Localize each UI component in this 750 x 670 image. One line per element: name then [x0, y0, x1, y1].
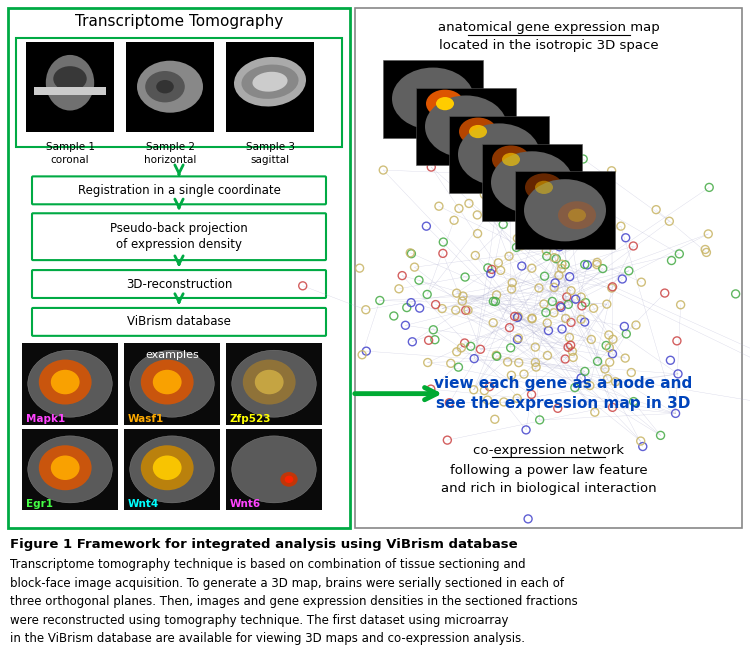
- Ellipse shape: [153, 370, 182, 395]
- Ellipse shape: [39, 360, 92, 405]
- Ellipse shape: [46, 55, 94, 111]
- Ellipse shape: [232, 350, 316, 417]
- Bar: [26, 42, 114, 131]
- FancyBboxPatch shape: [32, 213, 326, 260]
- Text: view each gene as a node and: view each gene as a node and: [434, 376, 693, 391]
- Ellipse shape: [535, 181, 553, 194]
- FancyBboxPatch shape: [32, 308, 326, 336]
- Ellipse shape: [28, 436, 112, 503]
- Ellipse shape: [502, 153, 520, 166]
- Ellipse shape: [392, 68, 474, 130]
- Ellipse shape: [459, 117, 497, 145]
- Ellipse shape: [425, 95, 507, 157]
- Ellipse shape: [491, 151, 573, 214]
- Bar: [355, 8, 742, 528]
- Ellipse shape: [280, 472, 298, 486]
- Bar: [16, 38, 342, 147]
- Text: Zfp523: Zfp523: [230, 413, 272, 423]
- Text: see the expression map in 3D: see the expression map in 3D: [436, 396, 691, 411]
- Text: Wnt6: Wnt6: [230, 499, 261, 509]
- Text: 3D-reconstruction: 3D-reconstruction: [126, 277, 232, 291]
- Bar: [34, 86, 106, 94]
- Text: Sample 3
sagittal: Sample 3 sagittal: [245, 142, 295, 165]
- Bar: [416, 88, 516, 165]
- Bar: [226, 343, 322, 425]
- Ellipse shape: [458, 123, 540, 186]
- Text: co-expression network: co-expression network: [473, 444, 624, 457]
- Ellipse shape: [558, 201, 596, 229]
- Ellipse shape: [426, 90, 464, 118]
- Ellipse shape: [285, 476, 293, 483]
- Ellipse shape: [469, 125, 487, 138]
- Bar: [22, 429, 118, 511]
- Text: ViBrism database: ViBrism database: [127, 316, 231, 328]
- Ellipse shape: [130, 350, 214, 417]
- Ellipse shape: [137, 61, 203, 113]
- Ellipse shape: [568, 208, 586, 222]
- Text: Sample 2
horizontal: Sample 2 horizontal: [144, 142, 196, 165]
- Bar: [22, 343, 118, 425]
- Ellipse shape: [141, 360, 194, 405]
- Ellipse shape: [28, 350, 112, 417]
- Ellipse shape: [141, 446, 194, 490]
- Text: located in the isotropic 3D space: located in the isotropic 3D space: [439, 40, 658, 52]
- Ellipse shape: [53, 66, 87, 91]
- Text: anatomical gene expression map: anatomical gene expression map: [438, 21, 659, 34]
- Text: Transcriptome Tomography: Transcriptome Tomography: [75, 15, 284, 29]
- Bar: [449, 116, 549, 194]
- Text: examples: examples: [146, 350, 199, 360]
- FancyBboxPatch shape: [32, 176, 326, 204]
- Ellipse shape: [146, 71, 184, 103]
- Ellipse shape: [525, 174, 563, 202]
- Text: Sample 1
coronal: Sample 1 coronal: [46, 142, 94, 165]
- Text: and rich in biological interaction: and rich in biological interaction: [441, 482, 656, 495]
- Text: Wasf1: Wasf1: [128, 413, 164, 423]
- Bar: [226, 42, 314, 131]
- Text: Pseudo-back projection
of expression density: Pseudo-back projection of expression den…: [110, 222, 248, 251]
- Bar: [482, 143, 582, 221]
- Bar: [8, 8, 350, 528]
- Text: Mapk1: Mapk1: [26, 413, 65, 423]
- Ellipse shape: [232, 436, 316, 503]
- Ellipse shape: [39, 446, 92, 490]
- Ellipse shape: [242, 64, 298, 99]
- Ellipse shape: [524, 179, 606, 241]
- Ellipse shape: [153, 456, 182, 480]
- Ellipse shape: [492, 145, 530, 174]
- Bar: [124, 343, 220, 425]
- Ellipse shape: [51, 456, 80, 480]
- Text: Egr1: Egr1: [26, 499, 53, 509]
- Bar: [383, 60, 483, 137]
- Text: Figure 1 Framework for integrated analysis using ViBrism database: Figure 1 Framework for integrated analys…: [10, 538, 518, 551]
- Bar: [515, 172, 615, 249]
- Ellipse shape: [255, 370, 284, 395]
- Ellipse shape: [243, 360, 296, 405]
- Text: Transcriptome tomography technique is based on combination of tissue sectioning : Transcriptome tomography technique is ba…: [10, 558, 578, 645]
- Text: Wnt4: Wnt4: [128, 499, 159, 509]
- Bar: [124, 429, 220, 511]
- Text: following a power law feature: following a power law feature: [450, 464, 647, 477]
- Ellipse shape: [130, 436, 214, 503]
- Ellipse shape: [436, 97, 454, 111]
- FancyBboxPatch shape: [32, 270, 326, 298]
- Text: Registration in a single coordinate: Registration in a single coordinate: [77, 184, 280, 197]
- Bar: [126, 42, 214, 131]
- Ellipse shape: [156, 80, 174, 93]
- Ellipse shape: [234, 57, 306, 107]
- Bar: [226, 429, 322, 511]
- Ellipse shape: [253, 72, 287, 92]
- Ellipse shape: [51, 370, 80, 395]
